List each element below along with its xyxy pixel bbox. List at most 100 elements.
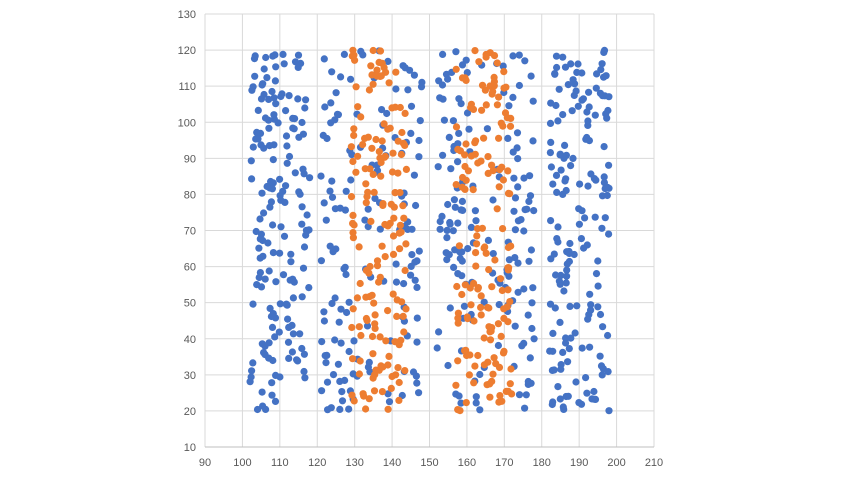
series-1-point	[359, 390, 367, 398]
series-1-point	[482, 101, 490, 109]
series-1-point	[489, 370, 497, 378]
series-0-point	[332, 89, 340, 97]
series-0-point	[561, 63, 570, 71]
series-1-point	[397, 150, 405, 159]
series-0-point	[462, 56, 470, 64]
series-0-point	[342, 187, 350, 195]
series-0-point	[301, 374, 309, 382]
series-0-point	[555, 85, 563, 93]
series-0-point	[434, 163, 442, 171]
series-1-point	[399, 202, 407, 210]
series-1-point	[504, 387, 512, 395]
series-0-point	[416, 117, 424, 125]
series-1-point	[370, 188, 378, 196]
series-0-point	[445, 133, 453, 141]
series-0-point	[505, 256, 513, 264]
series-0-point	[400, 280, 408, 288]
series-1-point	[389, 290, 397, 298]
series-1-point	[495, 363, 504, 371]
series-0-point	[259, 252, 267, 260]
series-0-point	[258, 189, 266, 197]
series-1-point	[462, 76, 470, 84]
series-0-point	[444, 200, 452, 209]
series-1-point	[471, 362, 479, 370]
series-0-point	[583, 133, 591, 142]
series-0-point	[596, 89, 605, 97]
series-0-point	[260, 349, 268, 357]
series-0-point	[413, 379, 421, 387]
series-0-point	[567, 162, 575, 170]
series-0-point	[252, 227, 260, 236]
series-0-point	[573, 302, 581, 310]
x-tick-label: 100	[233, 457, 251, 469]
series-0-point	[345, 347, 353, 356]
series-0-point	[594, 303, 602, 311]
series-0-point	[596, 352, 604, 360]
series-1-point	[357, 113, 365, 121]
series-0-point	[408, 251, 416, 259]
series-1-point	[495, 134, 503, 142]
series-1-point	[369, 350, 377, 358]
series-0-point	[268, 323, 277, 331]
series-0-point	[439, 151, 447, 159]
series-0-point	[415, 389, 423, 397]
series-1-point	[461, 151, 469, 159]
series-1-point	[473, 232, 481, 240]
series-0-point	[267, 198, 275, 206]
series-0-point	[562, 339, 570, 347]
series-1-point	[376, 47, 385, 55]
series-0-point	[336, 204, 344, 212]
series-0-point	[302, 96, 310, 104]
series-0-point	[347, 75, 355, 83]
series-0-point	[247, 373, 255, 381]
series-0-point	[567, 60, 575, 68]
series-1-point	[375, 58, 383, 66]
series-1-point	[452, 381, 460, 389]
series-0-point	[384, 390, 392, 398]
series-0-point	[291, 58, 300, 66]
series-1-point	[477, 292, 485, 300]
y-tick-label: 10	[184, 442, 196, 454]
series-0-point	[556, 151, 564, 159]
y-tick-label: 50	[184, 298, 196, 310]
series-0-point	[525, 197, 533, 205]
series-1-point	[396, 245, 404, 253]
series-0-point	[331, 116, 339, 124]
series-0-point	[511, 226, 519, 234]
series-0-point	[565, 345, 573, 353]
series-0-point	[256, 235, 264, 243]
series-1-point	[368, 144, 376, 152]
series-0-point	[336, 377, 344, 385]
series-0-point	[258, 81, 266, 89]
series-1-point	[490, 52, 499, 60]
series-0-point	[251, 72, 259, 80]
series-0-point	[577, 235, 586, 243]
series-0-point	[293, 356, 301, 364]
series-0-point	[511, 322, 519, 330]
series-1-point	[385, 79, 393, 87]
series-1-point	[380, 120, 388, 128]
series-0-point	[300, 243, 309, 251]
series-1-point	[477, 311, 485, 319]
series-0-point	[436, 217, 444, 226]
series-0-point	[520, 174, 528, 182]
series-1-point	[461, 281, 469, 289]
series-1-point	[398, 298, 406, 306]
series-0-point	[552, 271, 560, 279]
series-1-point	[390, 203, 398, 211]
series-0-point	[320, 199, 328, 207]
series-0-point	[301, 104, 309, 112]
y-tick-label: 60	[184, 262, 196, 274]
series-1-point	[373, 257, 382, 265]
series-0-point	[583, 389, 591, 397]
series-0-point	[566, 302, 574, 310]
series-0-point	[561, 141, 569, 149]
series-0-point	[318, 387, 326, 395]
series-0-point	[569, 154, 577, 162]
series-0-point	[337, 73, 345, 81]
series-0-point	[335, 318, 343, 326]
series-0-point	[262, 405, 270, 413]
series-0-point	[268, 87, 276, 96]
series-0-point	[572, 378, 580, 386]
